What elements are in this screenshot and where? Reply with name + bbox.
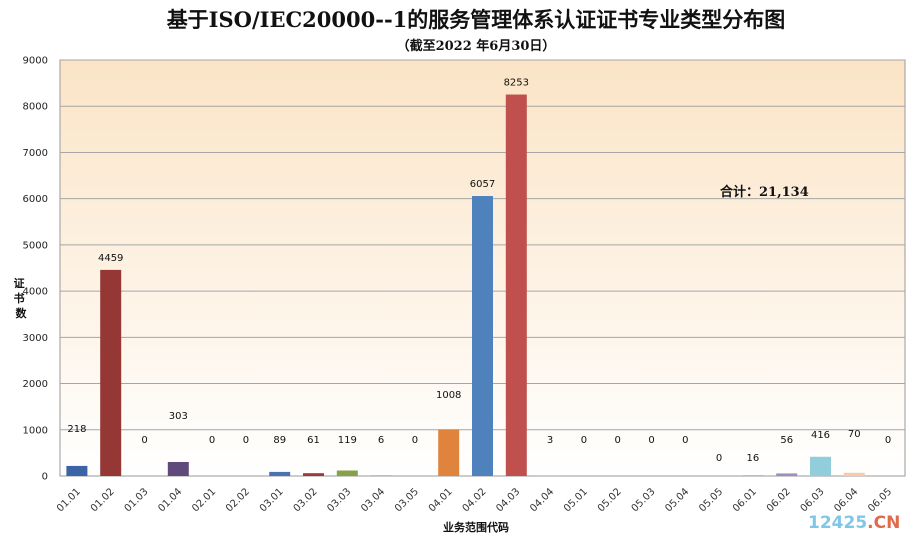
x-tick-label: 03.05	[393, 486, 421, 514]
x-tick-label: 01.02	[89, 486, 117, 514]
y-tick-label: 7000	[23, 148, 48, 159]
data-label: 3	[547, 435, 553, 446]
bar-04.03	[505, 94, 527, 476]
x-tick-label: 06.05	[866, 486, 894, 514]
data-label: 1008	[436, 390, 461, 401]
watermark-domain: .CN	[867, 513, 900, 533]
data-label: 0	[412, 435, 418, 446]
data-label: 4459	[98, 253, 123, 264]
bar-01.04	[167, 461, 189, 476]
bar-03.03	[336, 470, 358, 476]
bar-03.02	[303, 473, 324, 476]
data-label: 89	[273, 435, 286, 446]
bars	[66, 94, 865, 477]
y-tick-label: 1000	[23, 425, 48, 436]
data-label: 6057	[470, 179, 495, 190]
x-tick-label: 02.01	[190, 486, 218, 514]
chart-title: 基于ISO/IEC20000--1的服务管理体系认证证书专业类型分布图	[167, 7, 786, 32]
x-tick-label: 01.04	[156, 486, 184, 514]
data-label: 0	[682, 435, 688, 446]
data-label: 303	[169, 411, 188, 422]
x-tick-label: 05.04	[663, 486, 691, 514]
x-tick-label: 05.02	[596, 486, 624, 514]
data-label: 0	[581, 435, 587, 446]
x-tick-label: 01.01	[55, 486, 83, 514]
x-tick-label: 03.04	[359, 486, 387, 514]
bar-04.01	[438, 429, 460, 476]
data-labels: 218 4459 0 303 0 0 89 61 119 6 0 1008 6057 8253 3 0 0 0 0 0…	[67, 78, 891, 464]
bar-01.01	[66, 465, 88, 476]
x-axis-label: 业务范围代码	[443, 520, 509, 534]
data-label: 56	[780, 435, 793, 446]
watermark-number: 12425	[808, 513, 867, 533]
y-tick-label: 2000	[23, 379, 48, 390]
x-tick-label: 05.03	[630, 486, 658, 514]
data-label: 0	[885, 435, 891, 446]
x-tick-label: 03.01	[258, 486, 286, 514]
data-label: 0	[615, 435, 621, 446]
data-label: 0	[209, 435, 215, 446]
y-tick-label: 6000	[23, 194, 48, 205]
x-tick-label: 01.03	[123, 486, 151, 514]
bar-06.01	[742, 475, 764, 476]
y-axis-ticks: 0 1000 2000 3000 4000 5000 6000 7000 8000 9000	[23, 56, 48, 483]
x-tick-label: 04.03	[494, 486, 522, 514]
watermark: 12425.CN	[808, 513, 900, 533]
x-tick-label: 06.02	[765, 486, 793, 514]
data-label: 8253	[504, 78, 529, 89]
bar-06.04	[843, 472, 865, 476]
y-tick-label: 8000	[23, 102, 48, 113]
bar-01.02	[100, 269, 122, 476]
x-axis-ticks: 01.01 01.02 01.03 01.04 02.01 02.02 03.01 03.02…	[55, 486, 894, 514]
data-label: 16	[747, 453, 760, 464]
data-label: 0	[243, 435, 249, 446]
x-tick-label: 06.01	[731, 486, 759, 514]
bar-03.01	[269, 471, 291, 476]
x-tick-label: 04.04	[528, 486, 556, 514]
x-tick-label: 03.03	[325, 486, 353, 514]
x-tick-label: 05.05	[697, 486, 725, 514]
y-tick-label: 9000	[23, 56, 48, 67]
bar-06.02	[776, 473, 798, 476]
data-label: 70	[848, 429, 861, 440]
data-label: 0	[716, 453, 722, 464]
bar-04.02	[472, 196, 493, 477]
chart-subtitle: （截至2022 年6月30日）	[397, 38, 556, 54]
y-tick-label: 5000	[23, 240, 48, 251]
x-tick-label: 06.03	[799, 486, 827, 514]
total-annotation: 合计：21,134	[720, 184, 809, 200]
y-axis-label: 证 书 数	[14, 277, 29, 320]
data-label: 218	[67, 424, 86, 435]
x-tick-label: 02.02	[224, 486, 252, 514]
data-label: 61	[307, 435, 320, 446]
y-tick-label: 0	[42, 472, 48, 483]
data-label: 119	[338, 435, 357, 446]
y-tick-label: 4000	[23, 287, 48, 298]
x-tick-label: 04.01	[427, 486, 455, 514]
bar-06.03	[810, 456, 831, 476]
data-label: 0	[141, 435, 147, 446]
x-tick-label: 04.02	[461, 486, 489, 514]
x-tick-label: 06.04	[832, 486, 860, 514]
data-label: 0	[648, 435, 654, 446]
data-label: 6	[378, 435, 384, 446]
x-tick-label: 03.02	[292, 486, 320, 514]
data-label: 416	[811, 430, 830, 441]
y-tick-label: 3000	[23, 333, 48, 344]
x-tick-label: 05.01	[562, 486, 590, 514]
